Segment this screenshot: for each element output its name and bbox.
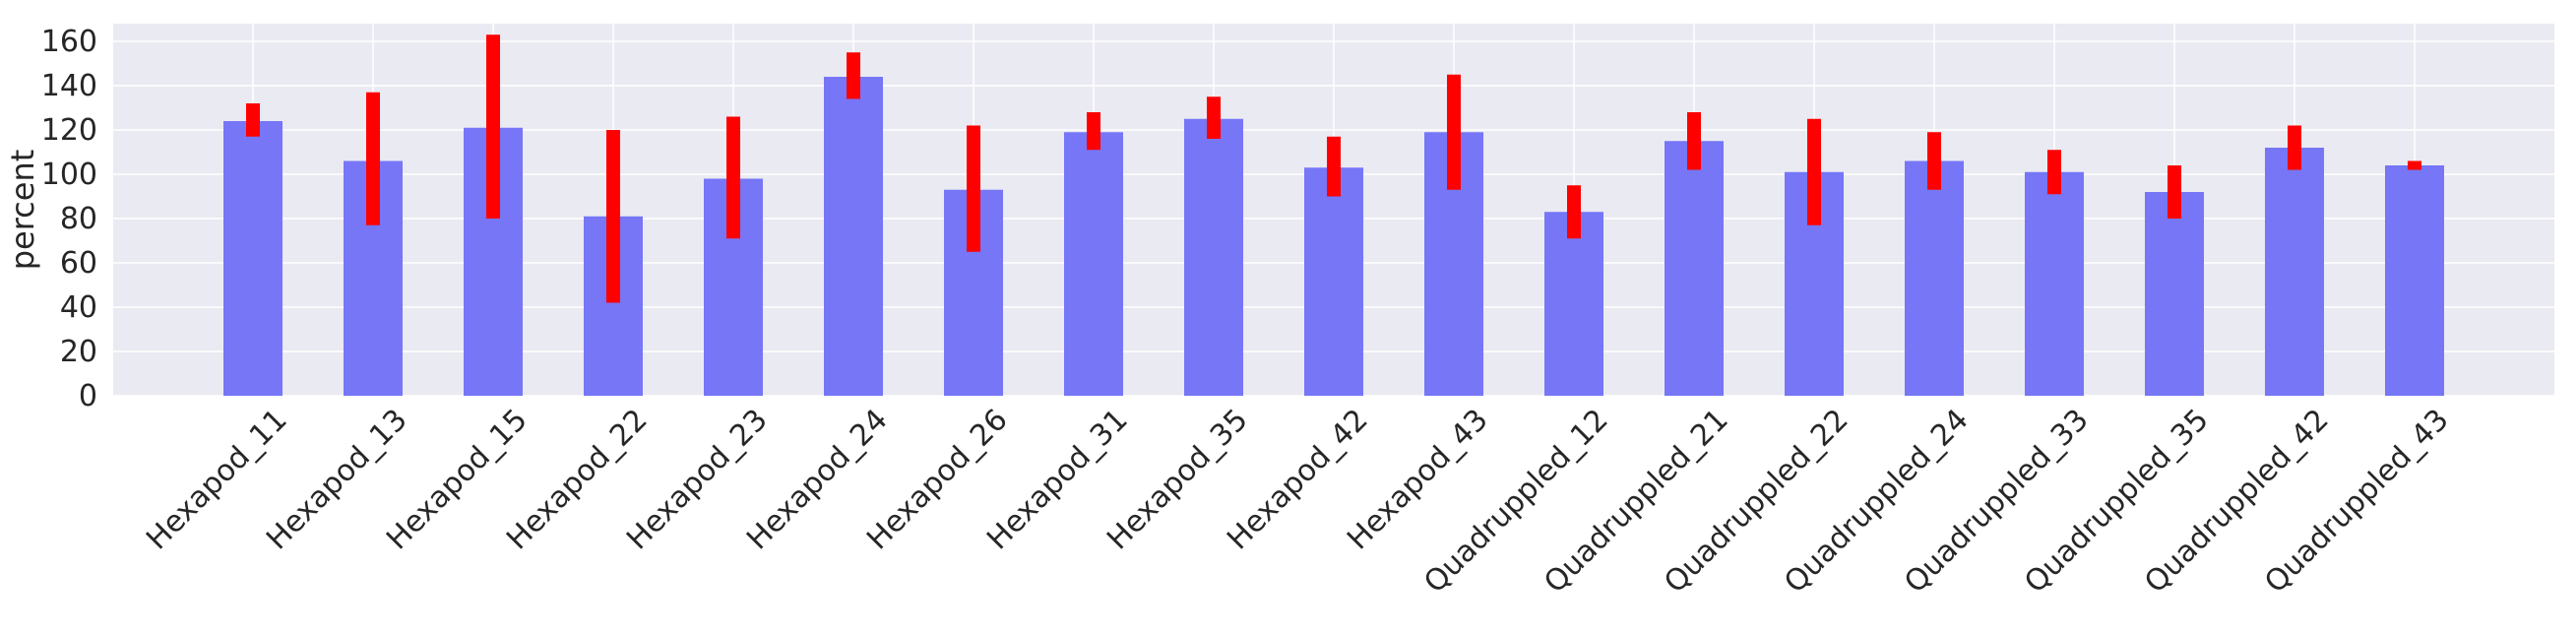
error-bar bbox=[1567, 185, 1581, 239]
error-bar bbox=[1807, 118, 1821, 225]
error-bar bbox=[2288, 125, 2301, 170]
error-bar bbox=[1087, 112, 1100, 151]
y-tick-label: 60 bbox=[60, 246, 97, 281]
bar bbox=[1544, 212, 1603, 396]
error-bar bbox=[1207, 96, 1221, 139]
error-bar bbox=[1447, 74, 1461, 190]
y-tick-label: 160 bbox=[41, 25, 97, 59]
error-bar bbox=[1327, 136, 1341, 197]
bar bbox=[824, 77, 883, 396]
y-tick-label: 100 bbox=[41, 158, 97, 192]
error-bar bbox=[2047, 150, 2061, 195]
bar bbox=[1905, 160, 1964, 396]
bars bbox=[223, 77, 2444, 396]
error-bar bbox=[1687, 112, 1701, 170]
x-tick-labels: Hexapod_11Hexapod_13Hexapod_15Hexapod_22… bbox=[140, 403, 2455, 600]
y-tick-label: 140 bbox=[41, 69, 97, 103]
bar bbox=[1064, 132, 1123, 396]
error-bar bbox=[2408, 160, 2421, 170]
bar bbox=[1304, 167, 1363, 396]
error-bar bbox=[967, 125, 980, 252]
y-tick-label: 80 bbox=[60, 202, 97, 236]
error-bar bbox=[246, 103, 260, 137]
error-bar bbox=[847, 52, 860, 99]
error-bar bbox=[726, 116, 740, 239]
error-bars bbox=[246, 34, 2421, 303]
bar bbox=[1665, 141, 1724, 396]
bar bbox=[223, 121, 283, 396]
bar bbox=[2265, 148, 2324, 396]
y-tick-labels: 0 20 40 60 80 100 120 140 160 bbox=[41, 25, 97, 413]
bar bbox=[2025, 171, 2084, 396]
bar bbox=[2145, 192, 2204, 396]
y-tick-label: 120 bbox=[41, 113, 97, 148]
bar bbox=[1184, 118, 1243, 396]
y-tick-label: 20 bbox=[60, 335, 97, 369]
error-bar bbox=[606, 130, 620, 303]
bar bbox=[2385, 165, 2444, 396]
y-tick-label: 0 bbox=[79, 379, 97, 413]
error-bar bbox=[486, 34, 500, 219]
y-tick-label: 40 bbox=[60, 290, 97, 325]
error-bar bbox=[2168, 165, 2181, 219]
y-axis-label: percent bbox=[4, 150, 41, 271]
error-bar bbox=[366, 92, 380, 225]
error-bar bbox=[1927, 132, 1941, 190]
